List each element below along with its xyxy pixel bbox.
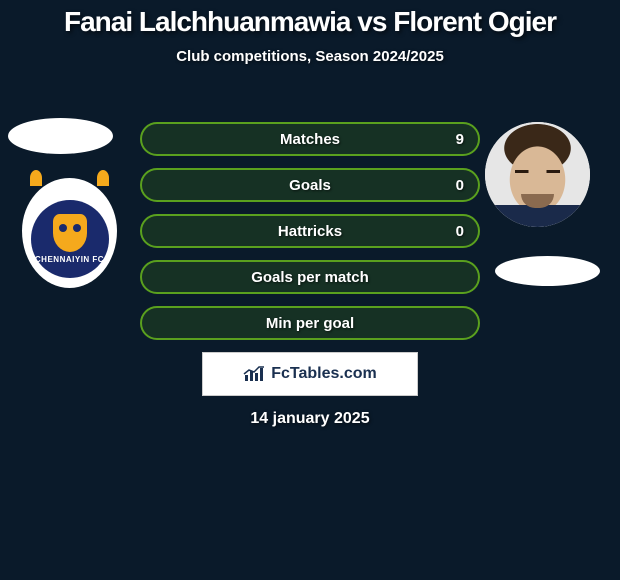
player-left-club-badge: CHENNAIYIN FC [22, 178, 117, 288]
player-right-club-placeholder [495, 256, 600, 286]
stat-row: Matches 9 [140, 122, 480, 156]
stat-row: Goals 0 [140, 168, 480, 202]
stat-row: Min per goal [140, 306, 480, 340]
stat-row: Hattricks 0 [140, 214, 480, 248]
date-label: 14 january 2025 [0, 410, 620, 428]
chart-icon [243, 365, 265, 383]
club-name-label: CHENNAIYIN FC [35, 255, 104, 264]
branding-text: FcTables.com [271, 365, 377, 383]
page-title: Fanai Lalchhuanmawia vs Florent Ogier [0, 0, 620, 38]
stat-label: Min per goal [266, 315, 354, 332]
stat-label: Hattricks [278, 223, 342, 240]
stat-row: Goals per match [140, 260, 480, 294]
branding-badge: FcTables.com [202, 352, 418, 396]
stats-panel: Matches 9 Goals 0 Hattricks 0 Goals per match M… [140, 122, 480, 352]
subtitle: Club competitions, Season 2024/2025 [0, 48, 620, 65]
player-right-avatar [485, 122, 590, 227]
stat-value: 0 [456, 223, 464, 240]
stat-value: 9 [456, 131, 464, 148]
club-mask-icon [53, 214, 87, 252]
stat-label: Goals per match [251, 269, 369, 286]
stat-label: Goals [289, 177, 331, 194]
stat-value: 0 [456, 177, 464, 194]
stat-label: Matches [280, 131, 340, 148]
player-left-avatar-placeholder [8, 118, 113, 154]
